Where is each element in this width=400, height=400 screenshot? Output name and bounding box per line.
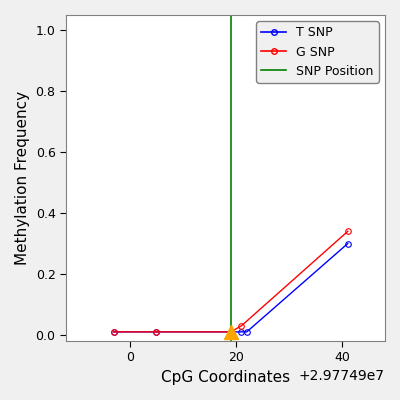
Legend: T SNP, G SNP, SNP Position: T SNP, G SNP, SNP Position [256, 21, 379, 83]
X-axis label: CpG Coordinates: CpG Coordinates [161, 370, 290, 385]
Y-axis label: Methylation Frequency: Methylation Frequency [15, 91, 30, 265]
